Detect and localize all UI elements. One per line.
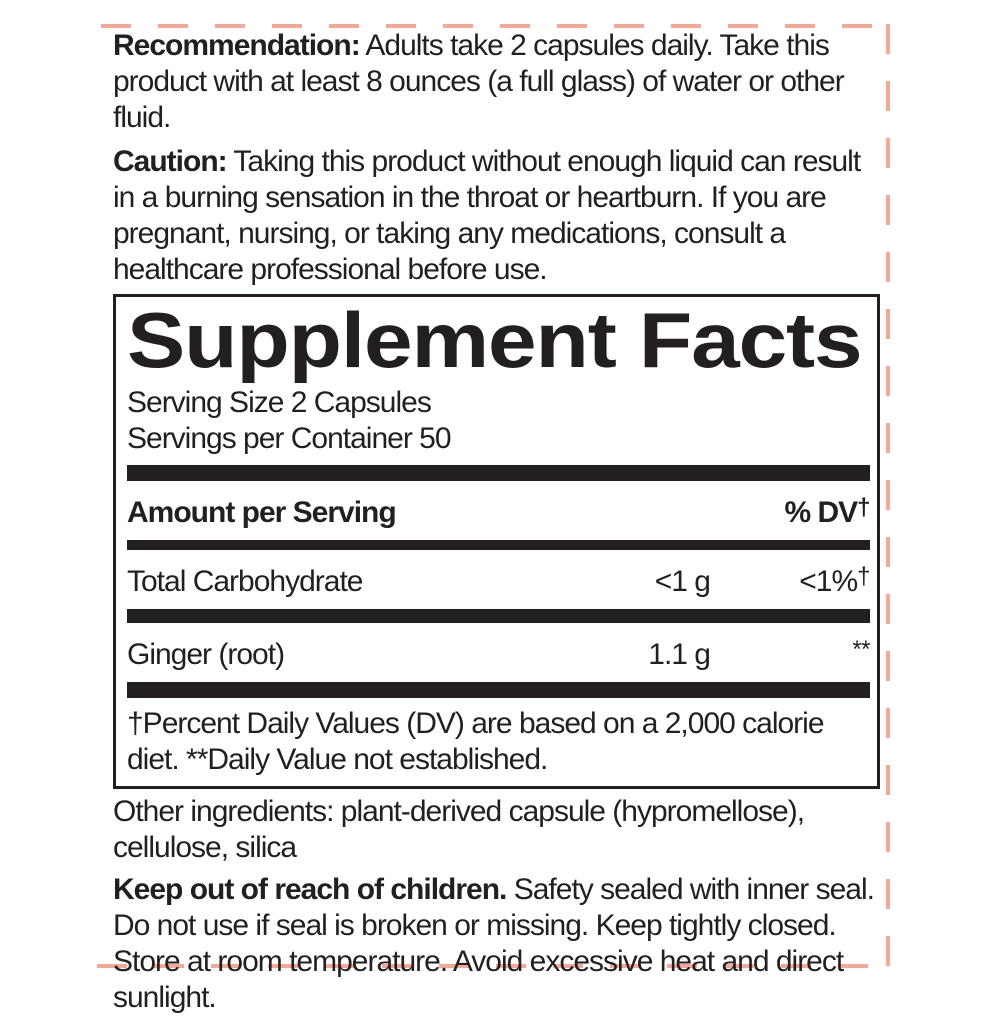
keep-out-of-reach-label: Keep out of reach of children. (113, 873, 507, 907)
asterisks-mark: ** (852, 636, 870, 664)
percent-dv-header: % DV† (784, 494, 870, 530)
servings-per-container: Servings per Container 50 (127, 422, 452, 456)
divider-bar-thick (127, 465, 870, 482)
supplement-facts-title: Supplement Facts (127, 296, 863, 384)
dagger-mark: † (857, 563, 870, 591)
nutrient-dv: <1%† (799, 563, 870, 599)
storage-warning: Keep out of reach of children. Safety se… (113, 872, 880, 1016)
divider-bar-medium (127, 609, 870, 624)
recommendation-paragraph: Recommendation: Adults take 2 capsules d… (113, 28, 880, 136)
nutrient-dv: ** (710, 632, 870, 673)
recommendation-label: Recommendation: (113, 29, 361, 62)
storage-warning-text: Safety sealed with inner seal. Do not us… (113, 873, 875, 1015)
supplement-facts-panel: Supplement Facts Serving Size 2 Capsules… (113, 294, 880, 790)
dagger-mark: † (857, 494, 870, 522)
divider-bar-thin (127, 540, 870, 551)
nutrient-row-ginger: Ginger (root) 1.1 g ** (127, 629, 870, 676)
cut-line-right (886, 24, 890, 968)
caution-text: Taking this product without enough liqui… (113, 145, 861, 286)
caution-label: Caution: (113, 145, 228, 178)
serving-size: Serving Size 2 Capsules (127, 386, 432, 420)
nutrient-name: Ginger (root) (127, 638, 285, 672)
dv-footnote: †Percent Daily Values (DV) are based on … (127, 707, 825, 777)
divider-bar-bottom (127, 682, 870, 699)
recommendation-text: Adults take 2 capsules daily. Take this … (113, 29, 845, 134)
caution-paragraph: Caution: Taking this product without eno… (113, 144, 880, 288)
amount-per-serving-header: Amount per Serving (127, 496, 397, 530)
other-ingredients: Other ingredients: plant-derived capsule… (113, 795, 805, 865)
label-panel: Recommendation: Adults take 2 capsules d… (113, 28, 880, 1016)
nutrient-amount: 1.1 g (648, 638, 711, 672)
nutrient-row-total-carbohydrate: Total Carbohydrate <1 g <1%† (127, 556, 870, 603)
nutrient-amount: <1 g (654, 565, 711, 599)
nutrient-name: Total Carbohydrate (127, 565, 363, 599)
facts-header-row: Amount per Serving % DV† (127, 487, 870, 534)
